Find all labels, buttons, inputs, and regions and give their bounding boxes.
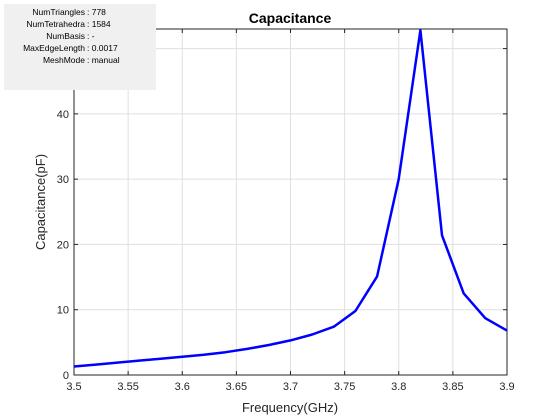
x-tick-label: 3.7 [283,381,298,393]
x-tick-label: 3.65 [226,381,247,393]
mesh-row-num-tetrahedra: NumTetrahedra : 1584 [4,19,156,31]
mesh-value: : 0.0017 [87,43,118,53]
y-tick-label: 40 [57,109,69,121]
mesh-row-mesh-mode: MeshMode : manual [4,55,156,67]
y-axis-label: Capacitance(pF) [33,154,48,250]
y-tick-label: 20 [57,239,69,251]
mesh-info-panel: NumTriangles : 778 NumTetrahedra : 1584 … [4,4,156,90]
mesh-value: : 1584 [87,19,111,29]
x-tick-label: 3.9 [499,381,514,393]
mesh-label: MeshMode [42,55,85,65]
mesh-label: NumTetrahedra [26,19,85,29]
y-tick-label: 0 [63,370,69,382]
tick-labels: 3.5 3.55 3.6 3.65 3.7 3.75 3.8 3.85 3.9 0 10 20 30 40… [57,44,515,393]
x-tick-label: 3.6 [175,381,190,393]
y-tick-label: 30 [57,174,69,186]
x-tick-label: 3.55 [117,381,138,393]
mesh-value: : - [87,31,95,41]
mesh-row-num-basis: NumBasis : - [4,31,156,43]
capacitance-series-line [73,29,508,368]
mesh-value: : 778 [87,7,106,17]
x-axis-label: Frequency(GHz) [242,400,338,415]
mesh-label: MaxEdgeLength [23,43,85,53]
mesh-row-num-triangles: NumTriangles : 778 [4,7,156,19]
mesh-label: NumBasis [46,31,85,41]
x-tick-label: 3.8 [391,381,406,393]
mesh-value: : manual [87,55,120,65]
chart-title: Capacitance [249,10,332,26]
x-tick-label: 3.5 [66,381,81,393]
mesh-row-max-edge-length: MaxEdgeLength : 0.0017 [4,43,156,55]
x-tick-label: 3.85 [442,381,463,393]
x-tick-label: 3.75 [334,381,355,393]
y-tick-label: 10 [57,305,69,317]
mesh-label: NumTriangles [32,7,85,17]
